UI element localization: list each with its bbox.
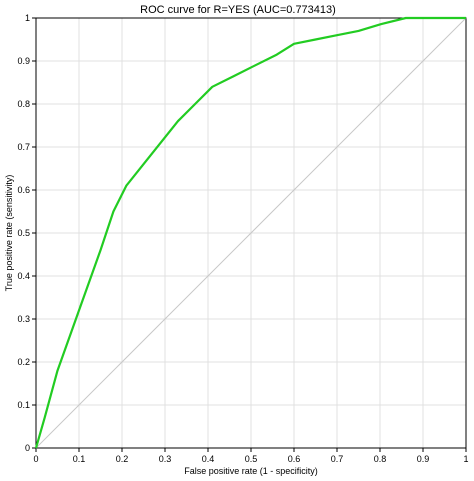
x-tick-label: 0.5 bbox=[245, 454, 258, 464]
x-tick-label: 0.7 bbox=[331, 454, 344, 464]
y-tick-label: 0.6 bbox=[17, 185, 30, 195]
x-tick-label: 0.9 bbox=[417, 454, 430, 464]
y-tick-label: 0.9 bbox=[17, 56, 30, 66]
x-tick-label: 0.1 bbox=[73, 454, 86, 464]
x-axis-ticks: 0 0.1 0.2 0.3 0.4 0.5 0.6 0.7 0.8 0.9 1 bbox=[33, 448, 469, 464]
y-tick-label: 0.4 bbox=[17, 271, 30, 281]
y-tick-label: 0.5 bbox=[17, 228, 30, 238]
diagonal-reference-line bbox=[35, 17, 467, 449]
y-tick-label: 1 bbox=[25, 13, 30, 23]
y-tick-label: 0.2 bbox=[17, 357, 30, 367]
y-tick-label: 0.1 bbox=[17, 400, 30, 410]
y-tick-label: 0 bbox=[25, 443, 30, 453]
y-tick-label: 0.7 bbox=[17, 142, 30, 152]
chart-title: ROC curve for R=YES (AUC=0.773413) bbox=[140, 4, 336, 16]
x-axis-title: False positive rate (1 - specificity) bbox=[184, 466, 318, 476]
x-tick-label: 0.8 bbox=[374, 454, 387, 464]
y-axis-ticks: 0 0.1 0.2 0.3 0.4 0.5 0.6 0.7 0.8 0.9 1 bbox=[17, 13, 36, 453]
series-group bbox=[34, 16, 467, 449]
x-tick-label: 0.3 bbox=[159, 454, 172, 464]
x-tick-label: 0.6 bbox=[288, 454, 301, 464]
y-axis-title: True positive rate (sensitivity) bbox=[4, 175, 14, 292]
x-tick-label: 0 bbox=[33, 454, 38, 464]
x-tick-label: 0.2 bbox=[116, 454, 129, 464]
x-tick-label: 0.4 bbox=[202, 454, 215, 464]
x-tick-label: 1 bbox=[463, 454, 468, 464]
y-tick-label: 0.8 bbox=[17, 99, 30, 109]
roc-curve-line bbox=[34, 16, 466, 449]
y-tick-label: 0.3 bbox=[17, 314, 30, 324]
